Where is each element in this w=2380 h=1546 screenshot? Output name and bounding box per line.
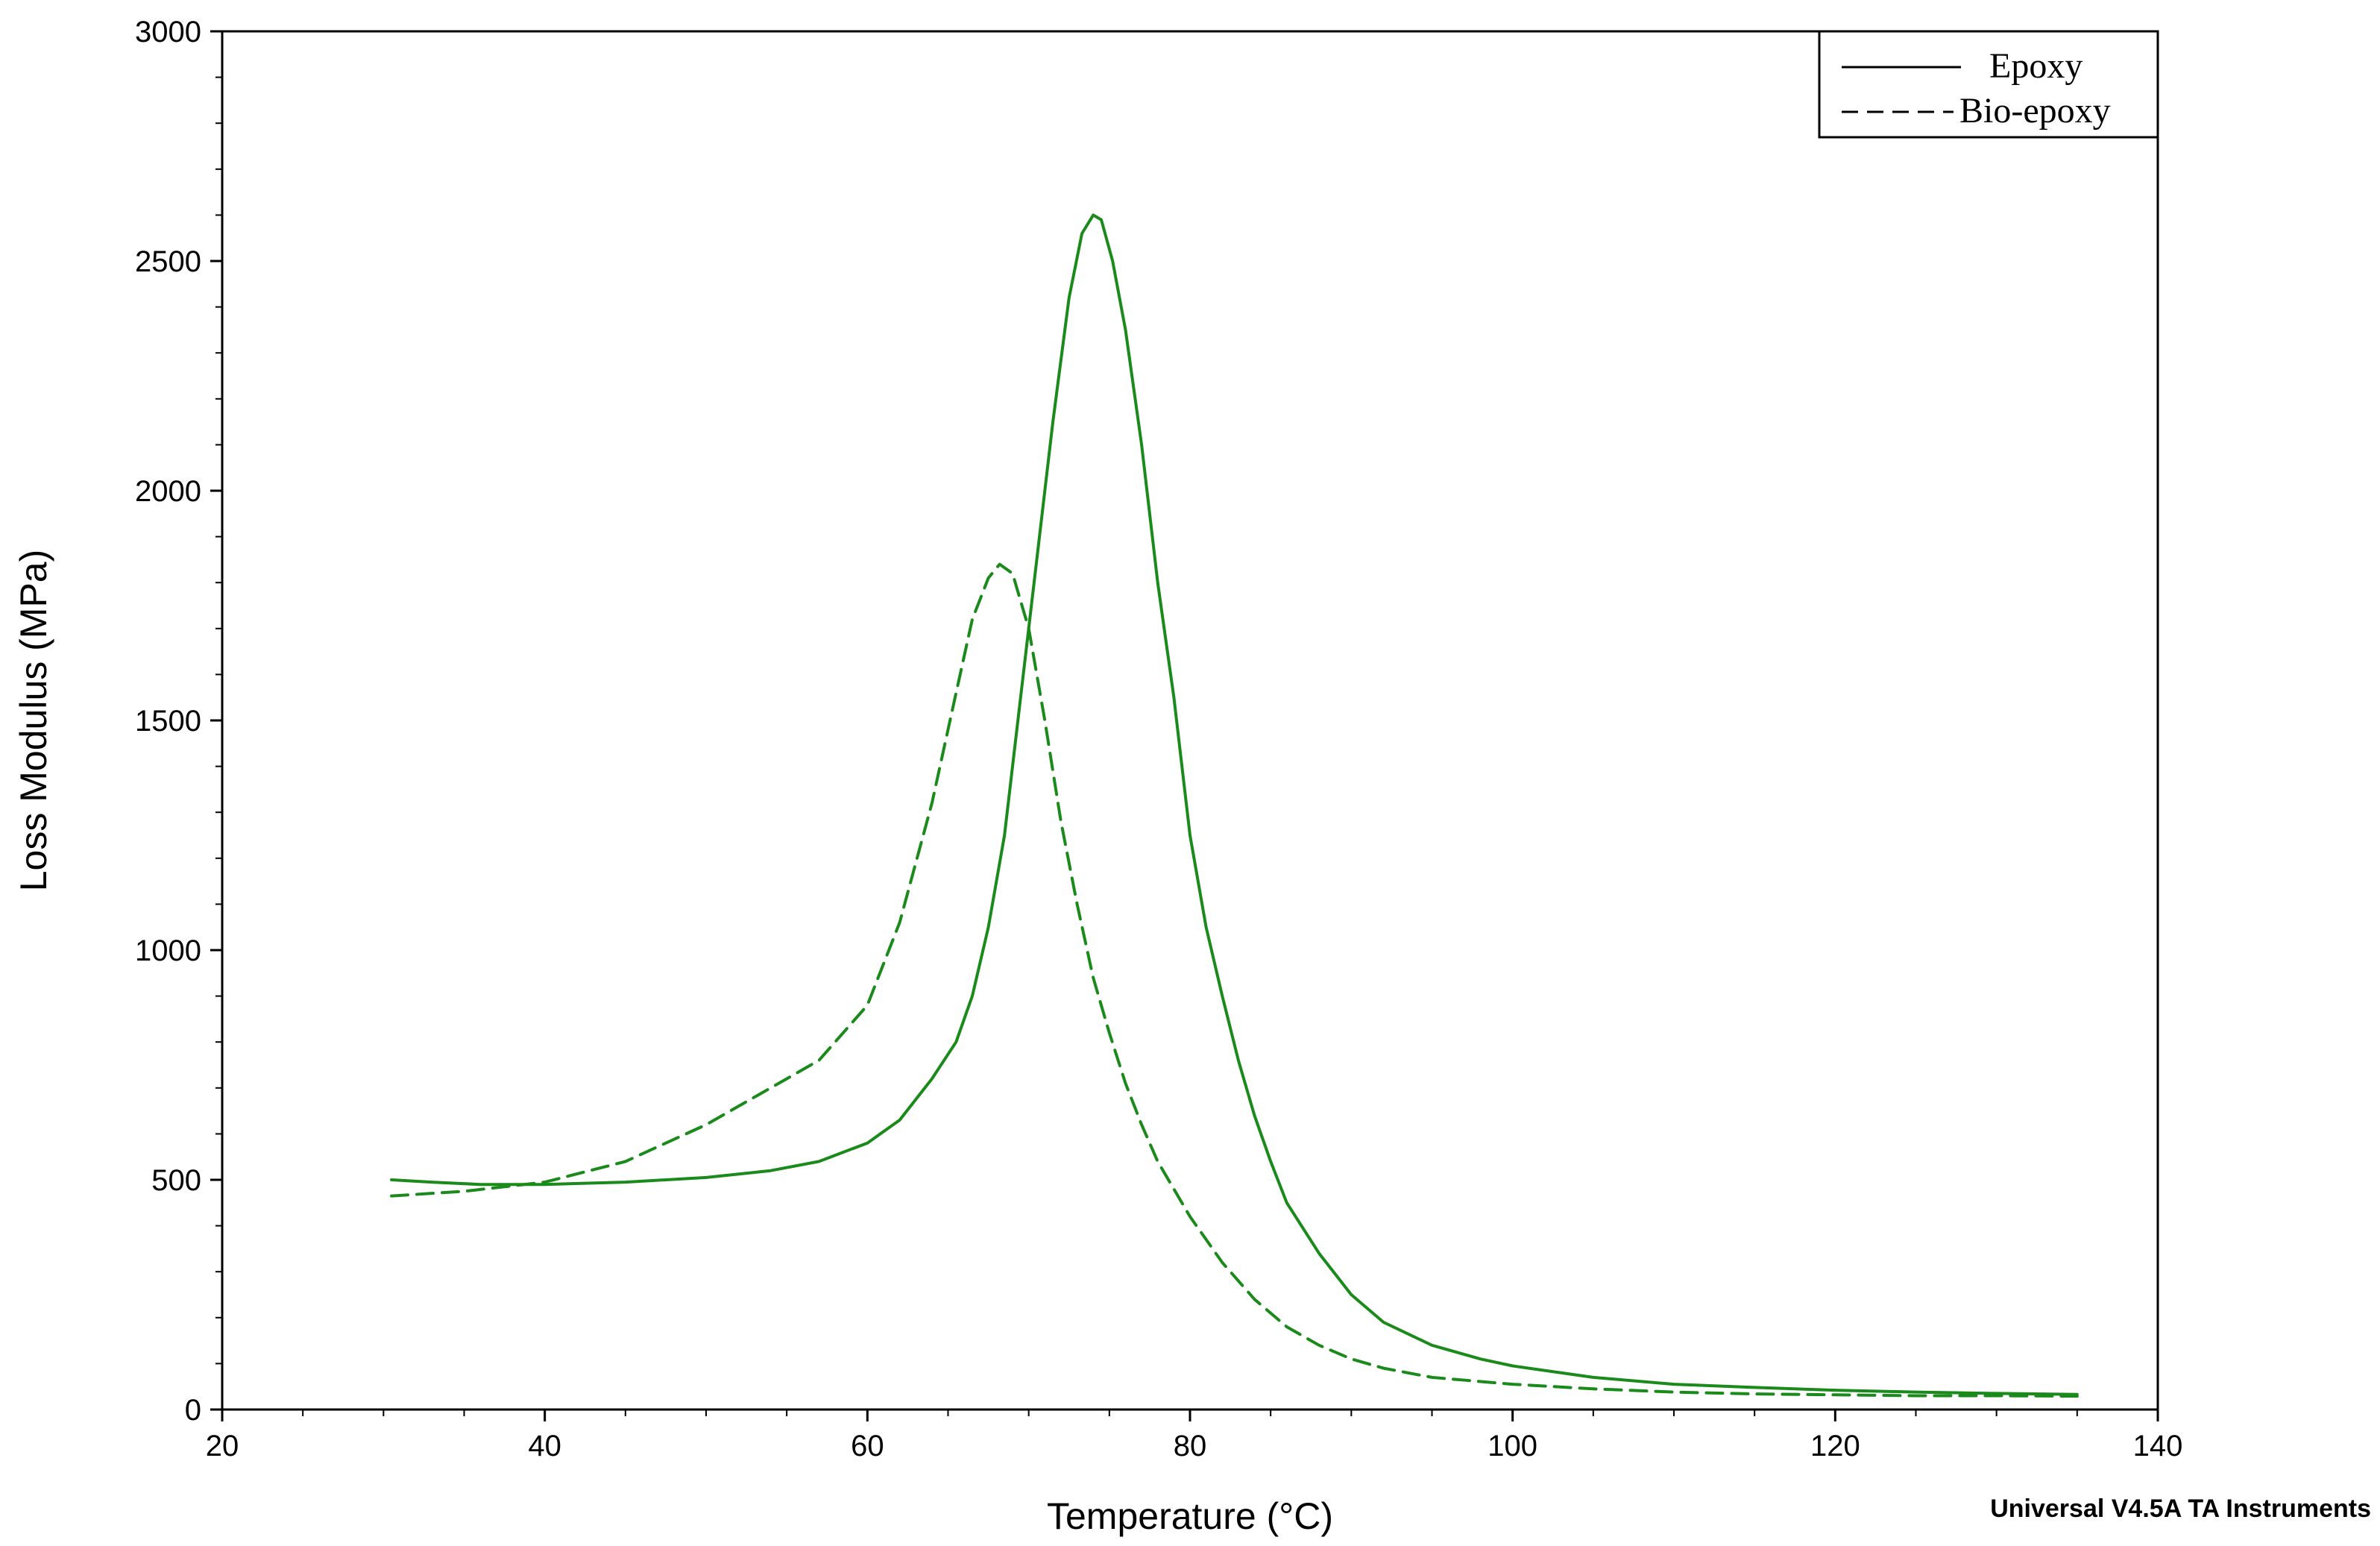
y-tick-label: 0 bbox=[185, 1394, 201, 1427]
x-tick-label: 40 bbox=[528, 1430, 561, 1462]
series-line-bio-epoxy bbox=[390, 562, 2079, 1398]
y-tick-label: 500 bbox=[151, 1164, 201, 1197]
y-axis-title: Loss Modulus (MPa) bbox=[13, 550, 54, 892]
x-tick-label: 20 bbox=[206, 1430, 239, 1462]
x-axis-ticks: 20 40 60 80 100 120 140 bbox=[206, 1410, 2183, 1462]
series-line-epoxy bbox=[390, 213, 2079, 1396]
footer-instrument-label: Universal V4.5A TA Instruments bbox=[1990, 1495, 2371, 1523]
series-lines bbox=[390, 213, 2079, 1398]
y-tick-label: 1000 bbox=[135, 934, 201, 967]
y-tick-label: 2000 bbox=[135, 475, 201, 508]
x-tick-label: 60 bbox=[851, 1430, 884, 1462]
x-tick-label: 140 bbox=[2133, 1430, 2183, 1462]
y-tick-label: 3000 bbox=[135, 16, 201, 48]
y-tick-label: 2500 bbox=[135, 245, 201, 278]
legend: Epoxy Bio-epoxy bbox=[1818, 30, 2159, 139]
legend-label-bio-epoxy: Bio-epoxy bbox=[1959, 91, 2111, 131]
x-tick-label: 100 bbox=[1488, 1430, 1537, 1462]
plot-area bbox=[221, 30, 2159, 1411]
y-tick-label: 1500 bbox=[135, 705, 201, 738]
y-axis-ticks: 0 500 1000 1500 2000 2500 3000 bbox=[135, 16, 222, 1427]
x-axis-title: Temperature (°C) bbox=[1047, 1495, 1333, 1537]
legend-box bbox=[1818, 30, 2159, 139]
legend-label-epoxy: Epoxy bbox=[1989, 46, 2082, 86]
x-tick-label: 80 bbox=[1174, 1430, 1207, 1462]
x-tick-label: 120 bbox=[1810, 1430, 1860, 1462]
